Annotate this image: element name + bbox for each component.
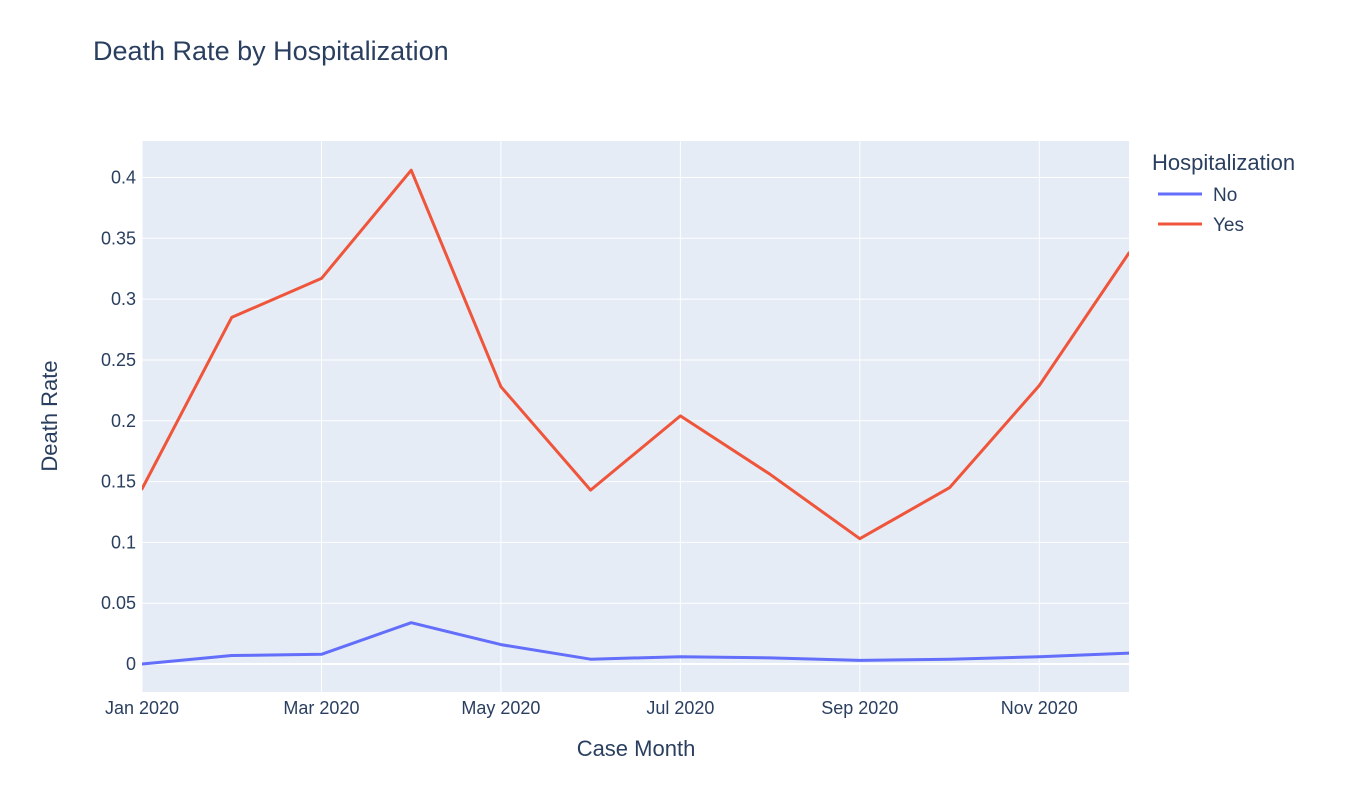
y-tick-label: 0.05	[101, 593, 136, 613]
plot-area	[142, 141, 1129, 692]
y-axis-title: Death Rate	[37, 360, 62, 471]
legend-label: Yes	[1213, 215, 1244, 236]
y-tick-label: 0.35	[101, 228, 136, 248]
x-tick-label: Nov 2020	[1001, 698, 1078, 718]
x-tick-label: Sep 2020	[821, 698, 898, 718]
legend[interactable]: Hospitalization No Yes	[1152, 150, 1295, 236]
y-tick-label: 0.25	[101, 350, 136, 370]
y-tick-label: 0	[126, 654, 136, 674]
series-line-yes	[142, 168, 1129, 541]
y-tick-label: 0.3	[111, 289, 136, 309]
y-gridlines	[142, 176, 1129, 666]
x-gridlines	[141, 141, 1040, 692]
x-tick-labels: Jan 2020 Mar 2020 May 2020 Jul 2020 Sep 2020…	[105, 698, 1078, 718]
series-line-no	[142, 621, 1129, 666]
legend-title: Hospitalization	[1152, 150, 1295, 175]
y-tick-label: 0.1	[111, 532, 136, 552]
x-axis-title: Case Month	[577, 736, 696, 761]
x-tick-label: May 2020	[461, 698, 540, 718]
x-tick-label: Mar 2020	[283, 698, 359, 718]
legend-label: No	[1213, 185, 1237, 206]
y-tick-labels: 0 0.05 0.1 0.15 0.2 0.25 0.3 0.35 0.4	[101, 167, 136, 674]
x-tick-label: Jul 2020	[646, 698, 714, 718]
y-tick-label: 0.15	[101, 472, 136, 492]
y-tick-label: 0.4	[111, 167, 136, 187]
chart-title: Death Rate by Hospitalization	[93, 36, 449, 66]
y-tick-label: 0.2	[111, 411, 136, 431]
series-lines	[142, 168, 1129, 666]
legend-item-no[interactable]: No	[1158, 185, 1237, 206]
legend-item-yes[interactable]: Yes	[1158, 215, 1244, 236]
x-tick-label: Jan 2020	[105, 698, 179, 718]
